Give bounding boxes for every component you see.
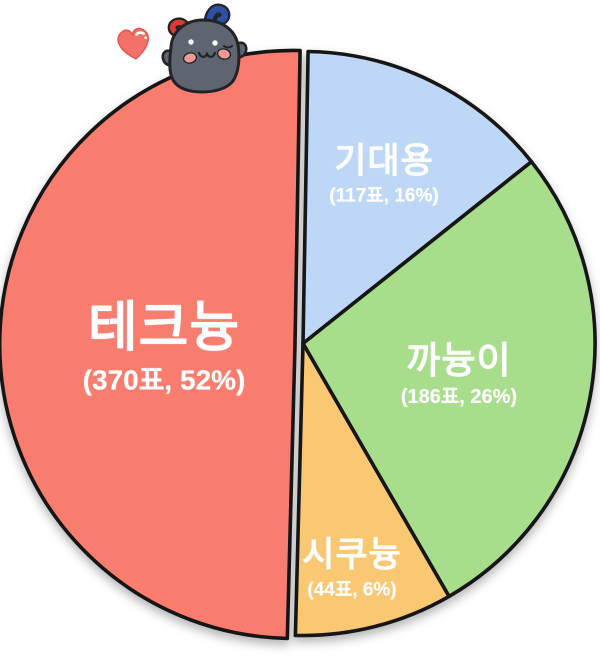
pie-slice-green: [301, 159, 597, 599]
pie-slice-blue: [301, 49, 534, 346]
pie-slice-red: [0, 48, 302, 641]
mascot-mouth: [197, 51, 217, 59]
pie-wedges: [0, 48, 597, 641]
mascot-cheek-left: [182, 52, 198, 64]
mascot-wink-eye: [223, 45, 233, 49]
mascot-eye-right: [212, 40, 218, 46]
mascot-eye-left: [188, 39, 194, 45]
mascot-horn-right: [205, 5, 229, 32]
mascot-character: [117, 3, 248, 94]
heart-icon: [117, 27, 149, 60]
pie-slice-orange: [293, 341, 451, 638]
mascot-cheek-right: [216, 48, 232, 60]
